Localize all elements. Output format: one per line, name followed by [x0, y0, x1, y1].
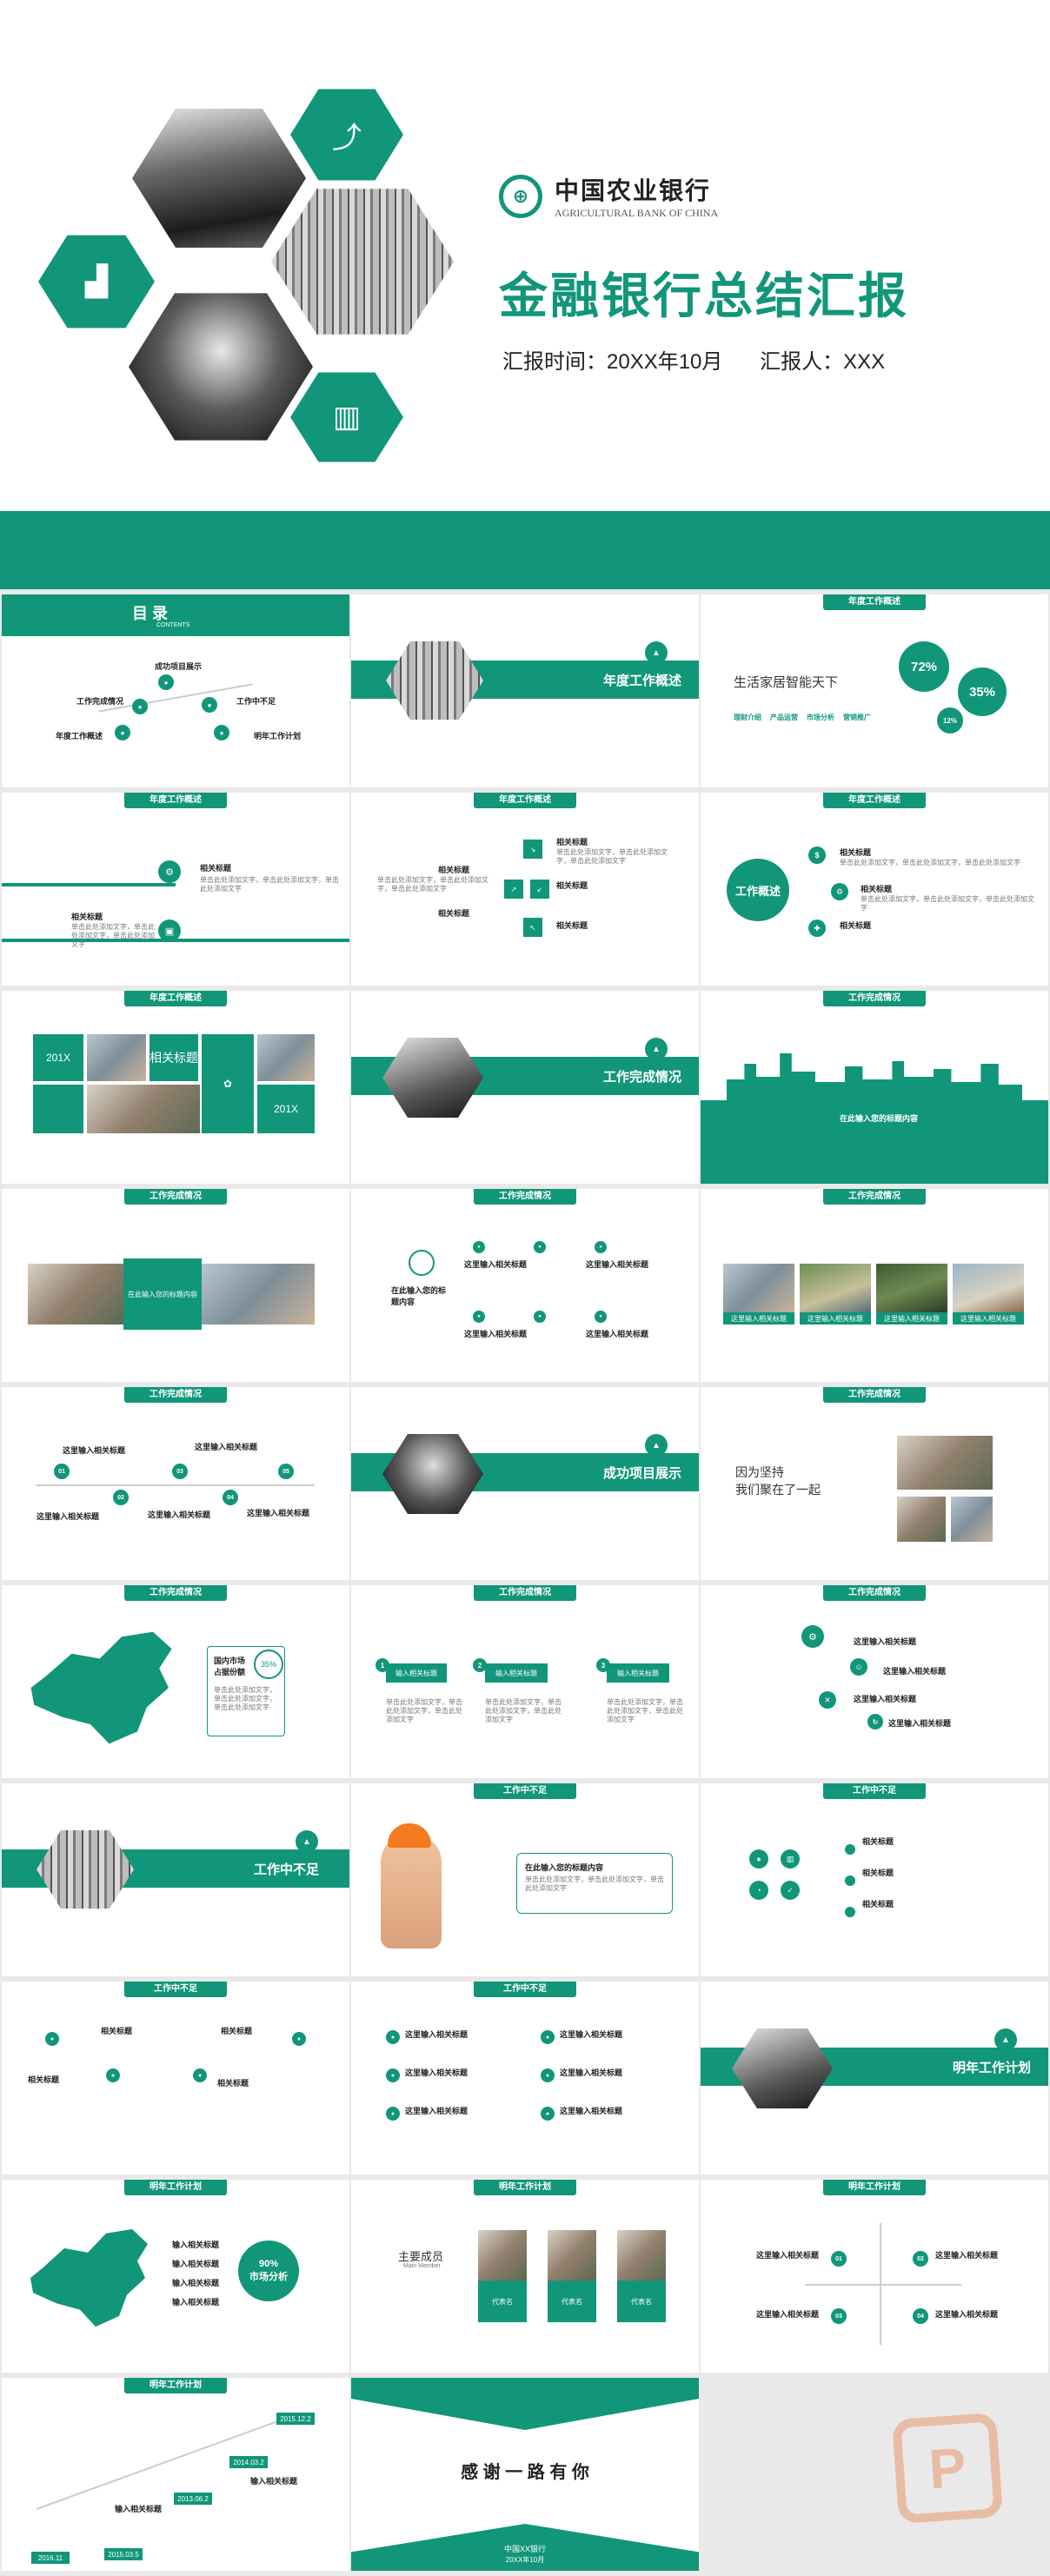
slogan-tags: 理财介绍 产品运营 市场分析 营销推广 — [734, 714, 871, 721]
gift-icon: ✚ — [808, 920, 826, 937]
slide-toc[interactable]: 目 录 CONTENTS ● ● ● ● ● 成功项目展示 工作完成情况 工作中… — [2, 594, 349, 787]
slide-completion-2[interactable]: 工作完成情况 在此输入您的标题内容 — [2, 1189, 349, 1382]
slide-shortcomings-thumb[interactable]: 工作中不足 在此输入您的标题内容 单击此处添加文字，单击此处添加文字，单击此处添… — [351, 1783, 699, 1976]
section-icon: ▲ — [645, 641, 668, 664]
toc-subtitle: CONTENTS — [156, 622, 190, 628]
section-hex-photo — [382, 1038, 483, 1118]
refresh-icon: ↻ — [867, 1714, 883, 1730]
slide-tab: 年度工作概述 — [823, 594, 926, 610]
slide-projects-section[interactable]: ▲ 成功项目展示 — [351, 1387, 699, 1580]
slide-plan-section[interactable]: ▲ 明年工作计划 — [701, 1982, 1048, 2174]
percent-bubble-72: 72% — [899, 641, 949, 692]
section-hex-photo — [37, 1829, 134, 1909]
slide-annual-2[interactable]: 年度工作概述 ⚙ ▣ 相关标题 单击此处添加文字，单击此处添加文字，单击此处添加… — [2, 793, 349, 986]
slide-completion-3[interactable]: 工作完成情况 在此输入您的标题内容 ● ● ● ● ● ● 这里输入相关标题 这… — [351, 1189, 699, 1382]
bank-emblem-icon: ⊕ — [499, 174, 542, 218]
tools-icon: ✕ — [819, 1691, 836, 1709]
section-hex-photo — [732, 2028, 833, 2108]
cover-hex-photo-city — [271, 189, 454, 335]
year-box: 201X — [33, 1034, 83, 1081]
bank-name-en: AGRICULTURAL BANK OF CHINA — [555, 207, 719, 219]
toc-item-5: 明年工作计划 — [254, 732, 302, 740]
cover-title: 金融银行总结汇报 — [499, 269, 909, 323]
toc-icon-4: ● — [115, 725, 130, 740]
avatar — [478, 2230, 527, 2281]
slide-plan-map[interactable]: 明年工作计划 输入相关标题 输入相关标题 输入相关标题 输入相关标题 90% 市… — [2, 2180, 349, 2373]
briefcase-icon: ▣ — [158, 920, 181, 942]
slide-plan-quadrant[interactable]: 明年工作计划 01 02 03 04 这里输入相关标题 这里输入相关标题 这里输… — [701, 2180, 1048, 2373]
section-icon: ▲ — [296, 1830, 318, 1853]
slide-completion-4[interactable]: 工作完成情况 这里输入相关标题 这里输入相关标题 这里输入相关标题 这里输入相关… — [701, 1189, 1048, 1382]
slide-completion-section[interactable]: ▲ 工作完成情况 — [351, 991, 699, 1184]
toc-icon-1: ● — [158, 674, 174, 690]
slide-shortcomings-2[interactable]: 工作中不足 ● ● ● ● 相关标题 相关标题 相关标题 相关标题 — [2, 1982, 349, 2174]
settings-icon: ⚙ — [158, 860, 181, 883]
slide-annual-percent[interactable]: 年度工作概述 生活家居智能天下 理财介绍 产品运营 市场分析 营销推广 72% 35%… — [701, 594, 1048, 787]
slide-completion-steps[interactable]: 工作完成情况 1 2 3 输入相关标题 输入相关标题 输入相关标题 单击此处添加… — [351, 1585, 699, 1778]
toc-icon-3: ● — [202, 697, 217, 713]
cover-band — [0, 511, 1050, 589]
gear-icon: ⚙ — [831, 883, 848, 900]
related-title-box: 相关标题 — [150, 1034, 198, 1081]
china-map — [30, 2228, 148, 2327]
cover-info: 汇报时间：20XX年10月 汇报人：XXX — [502, 344, 916, 375]
toc-title: 目 录 — [132, 605, 169, 622]
section-hex-photo — [382, 1434, 483, 1514]
thumbs-up-image — [381, 1836, 442, 1949]
report-time: 汇报时间：20XX年10月 — [502, 350, 723, 374]
toc-item-4: 年度工作概述 — [56, 732, 103, 740]
users-icon: ☺ — [850, 1658, 867, 1676]
china-map — [30, 1631, 172, 1744]
slide-annual-4[interactable]: 年度工作概述 工作概述 $ ⚙ ✚ 相关标题 相关标题 相关标题 单击此处添加文… — [701, 793, 1048, 986]
toc-icon-5: ● — [214, 725, 229, 740]
slogan: 生活家居智能天下 — [734, 675, 839, 690]
slide-thanks[interactable]: 感 谢 一 路 有 你 中国XX银行 20XX年10月 — [351, 2378, 699, 2571]
toc-item-3: 工作中不足 — [236, 697, 276, 706]
slide-annual-section[interactable]: ▲ 年度工作概述 — [351, 594, 699, 787]
chart-up-icon: ⤴ — [290, 89, 403, 181]
microphone-icon — [409, 1250, 435, 1276]
percent-bubble-12: 12% — [937, 707, 963, 734]
bank-name-cn: 中国农业银行 — [555, 177, 712, 204]
cover-hex-photo-bottom — [129, 293, 313, 441]
work-overview-circle: 工作概述 — [727, 859, 789, 921]
market-analysis-circle: 90% 市场分析 — [238, 2241, 299, 2301]
toc-item-1: 成功项目展示 — [155, 662, 203, 671]
section-icon: ▲ — [645, 1038, 668, 1060]
money-icon: $ — [808, 846, 826, 864]
slide-annual-3[interactable]: 年度工作概述 ↘ ↗ ↙ ↖ 相关标题 相关标题 相关标题 相关标题 相关标题 … — [351, 793, 699, 986]
percent-bubble-35: 35% — [958, 667, 1007, 716]
cover-hex-photo-top — [132, 108, 306, 249]
city-skyline — [727, 1053, 1022, 1100]
slide-shortcomings-icons[interactable]: 工作中不足 ● ▥ ◔ ✓ 相关标题 相关标题 相关标题 — [701, 1783, 1048, 1976]
avatar — [617, 2230, 666, 2281]
slide-annual-5[interactable]: 年度工作概述 201X 相关标题 ✿ 201X — [2, 991, 349, 1184]
bar-chart-down-icon: ▟ — [38, 235, 155, 329]
slide-shortcomings-3[interactable]: 工作中不足 ● ● ● ● ● ● 这里输入相关标题 这里输入相关标题 这里输入… — [351, 1982, 699, 2174]
watermark-logo: P — [891, 2412, 1004, 2525]
thanks-text: 感 谢 一 路 有 你 — [461, 2463, 589, 2482]
avatar — [548, 2230, 596, 2281]
toc-item-2: 工作完成情况 — [76, 697, 124, 706]
section-icon: ▲ — [994, 2028, 1017, 2051]
hard-hat-icon — [388, 1823, 431, 1848]
toc-icon-2: ● — [132, 699, 148, 714]
slide-completion-5[interactable]: 工作完成情况 01 02 03 04 05 这里输入相关标题 这里输入相关标题 … — [2, 1387, 349, 1580]
slide-completion-map[interactable]: 工作完成情况 国内市场占据份额 35% 单击此处添加文字，单击此处添加文字，单击… — [2, 1585, 349, 1778]
slide-shortcomings-section[interactable]: ▲ 工作中不足 — [2, 1783, 349, 1976]
slide-plan-timeline[interactable]: 明年工作计划 2015.12.2 2014.03.2 2013.06.2 201… — [2, 2378, 349, 2571]
cover-slide: ⤴ ▟ ▥ ⊕ 中国农业银行 AGRICULTURAL BANK OF CHIN… — [0, 0, 1050, 589]
reporter: 汇报人：XXX — [760, 350, 886, 374]
gear-icon: ⚙ — [801, 1625, 824, 1648]
section-icon: ▲ — [645, 1434, 668, 1457]
slide-plan-members[interactable]: 明年工作计划 主要成员 Main Member 代表名 代表名 代表名 — [351, 2180, 699, 2373]
slide-projects-2[interactable]: 工作完成情况 因为坚持 我们聚在了一起 — [701, 1387, 1048, 1580]
section-hex-photo — [386, 641, 483, 720]
section-title-annual: 年度工作概述 — [603, 674, 682, 688]
bar-chart-icon: ▥ — [290, 372, 403, 462]
slide-completion-icons[interactable]: 工作完成情况 ⚙ ☺ ✕ ↻ 这里输入相关标题 这里输入相关标题 这里输入相关标… — [701, 1585, 1048, 1778]
bank-logo: ⊕ 中国农业银行 AGRICULTURAL BANK OF CHINA — [499, 172, 718, 220]
slide-completion-skyline[interactable]: 工作完成情况 在此输入您的标题内容 — [701, 991, 1048, 1184]
